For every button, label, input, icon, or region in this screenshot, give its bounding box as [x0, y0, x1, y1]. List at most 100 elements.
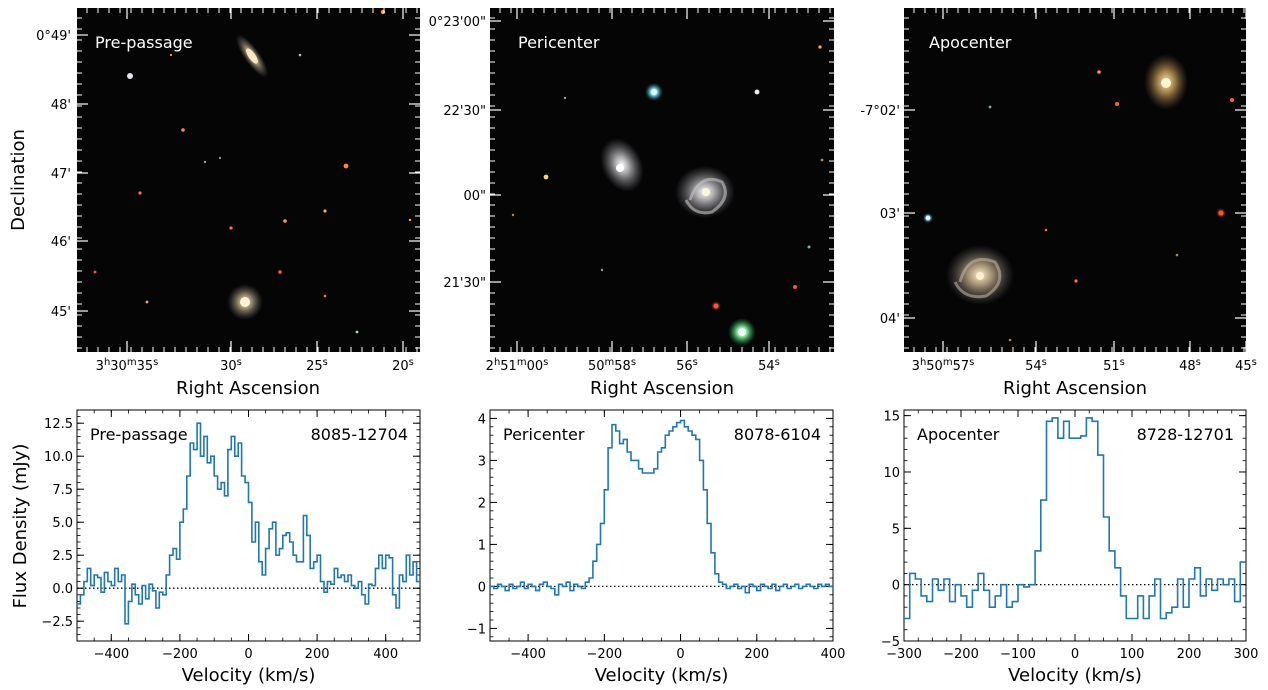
- spectrum-panel-pericenter: −400 −200 0 200 400 −1 0 1 2 3 4 Pericenter 8078-610…: [467, 409, 845, 686]
- y-tick-label: 48': [51, 98, 71, 113]
- star: [343, 163, 349, 169]
- y-tick-label: 15: [883, 410, 900, 425]
- x-tick-label: −300: [886, 647, 922, 662]
- star: [1097, 70, 1101, 74]
- star: [511, 213, 515, 217]
- y-tick-label: 0: [478, 580, 486, 595]
- x-axis-label: Velocity (km/s): [1008, 665, 1142, 686]
- star: [1218, 210, 1224, 216]
- spectrum-panel-title: Pre-passage: [90, 425, 188, 444]
- y-tick-label: 12.5: [44, 417, 73, 432]
- x-tick-label: 100: [1120, 647, 1145, 662]
- star: [145, 300, 149, 304]
- star: [1008, 338, 1012, 342]
- x-tick-label: 2h51m00s: [486, 357, 549, 374]
- y-tick-label: −1: [467, 622, 486, 637]
- spectrum-series-line: [490, 419, 833, 596]
- star: [563, 96, 567, 100]
- star: [600, 268, 604, 272]
- spectrum-y-axis-label: Flux Density (mJy): [10, 444, 31, 609]
- y-tick-label: 0°23'00": [429, 15, 486, 30]
- galaxy-companion: [600, 138, 644, 192]
- star: [1044, 228, 1048, 232]
- x-tick-label: 54s: [1025, 357, 1047, 374]
- x-tick-label: 20s: [392, 357, 414, 374]
- star: [818, 45, 822, 49]
- y-tick-label: 0: [892, 579, 900, 594]
- x-tick-label: 0: [676, 647, 684, 662]
- star: [408, 218, 412, 222]
- plot-frame: [489, 409, 834, 642]
- star: [925, 215, 931, 221]
- star: [820, 158, 824, 162]
- image-axes: 2h51m00s 50m58s 56s 54s 0°23'00" 22'30" 00" 21'…: [429, 8, 834, 399]
- x-tick-label: 50m58s: [588, 357, 636, 374]
- galaxy-target: [675, 166, 735, 218]
- y-tick-label: 04': [880, 312, 900, 327]
- star: [1230, 98, 1234, 102]
- y-tick-label: −2.5: [41, 615, 73, 630]
- star: [738, 328, 746, 336]
- x-tick-label: 48s: [1179, 357, 1201, 374]
- x-tick-label: 45s: [1235, 357, 1257, 374]
- field-stars: [511, 45, 824, 346]
- image-panel-title: Apocenter: [929, 33, 1012, 52]
- y-tick-label: 46': [51, 235, 71, 250]
- x-tick-label: −400: [93, 647, 129, 662]
- x-tick-label: 200: [1177, 647, 1202, 662]
- x-tick-label: 0: [1071, 647, 1079, 662]
- galaxy-target: [227, 284, 263, 320]
- star: [138, 191, 142, 195]
- star: [1115, 102, 1119, 106]
- x-tick-label: 54s: [758, 357, 780, 374]
- x-tick-label: −200: [586, 647, 622, 662]
- y-tick-label: 22'30": [443, 104, 486, 119]
- spectrum-panel-pre-passage: −400 −200 0 200 400 −2.5 0.0 2.5 5.0 7.5 10.0 12.5 P…: [41, 409, 421, 686]
- star: [278, 270, 282, 274]
- y-tick-label: 10: [883, 466, 900, 481]
- spectrum-series-line: [77, 422, 420, 625]
- y-tick-label: 7.5: [52, 483, 73, 498]
- galaxy-companion: [1144, 54, 1188, 110]
- star: [218, 156, 222, 160]
- x-tick-label: 3h30m35s: [96, 357, 159, 374]
- y-tick-label: 03': [880, 207, 900, 222]
- image-panel-title: Pre-passage: [95, 33, 193, 52]
- star: [713, 303, 719, 309]
- y-tick-label: 4: [478, 412, 486, 427]
- image-axes: 3h30m35s 30s 25s 20s 0°49' 48' 47' 46' 45' Right …: [36, 8, 420, 399]
- x-tick-label: 200: [305, 647, 330, 662]
- star: [651, 89, 657, 95]
- star: [754, 89, 760, 95]
- galaxy-companion: [235, 34, 269, 78]
- star: [298, 53, 302, 57]
- y-tick-label: 47': [51, 167, 71, 182]
- y-tick-label: 00": [463, 189, 486, 204]
- field-stars: [93, 9, 412, 334]
- star: [283, 219, 287, 223]
- y-tick-label: 1: [478, 538, 486, 553]
- star: [323, 294, 327, 298]
- x-axis-label: Right Ascension: [176, 378, 320, 399]
- star: [229, 226, 233, 230]
- star: [93, 270, 97, 274]
- x-tick-label: −200: [162, 647, 198, 662]
- spectrum-id-label: 8728-12701: [1137, 425, 1234, 444]
- spectrum-panel-apocenter: −300 −200 −100 0 100 200 300 −5 0 5 10 15 Apocenter 8…: [881, 409, 1258, 686]
- image-axes: 3h50m57s 54s 51s 48s 45s -7°02' 03' 04' Right As…: [860, 8, 1257, 399]
- x-axis-label: Right Ascension: [1003, 378, 1147, 399]
- image-panel-apocenter: Apocenter 3h50m57s 54s 51s 48s 45s -7°02' 03' 0…: [860, 8, 1257, 399]
- star: [355, 330, 359, 334]
- star: [323, 209, 327, 213]
- x-tick-label: 30s: [220, 357, 242, 374]
- image-panel-pericenter: Pericenter 2h51m00s 50m58s 56s 54s0°23'00"2…: [429, 8, 834, 399]
- y-tick-label: 5.0: [52, 516, 73, 531]
- x-axis-label: Right Ascension: [590, 378, 734, 399]
- x-tick-label: −400: [510, 647, 546, 662]
- x-tick-label: 56s: [676, 357, 698, 374]
- y-tick-label: 2.5: [52, 549, 73, 564]
- spectrum-series-line: [904, 417, 1246, 620]
- x-tick-label: 25s: [306, 357, 328, 374]
- spectrum-id-label: 8085-12704: [311, 425, 408, 444]
